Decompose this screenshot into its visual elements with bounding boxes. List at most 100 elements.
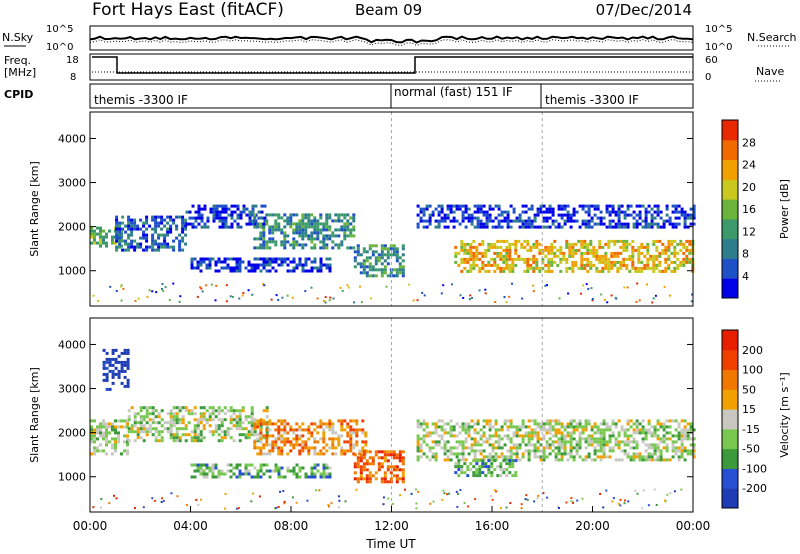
heat-cell-6: [605, 207, 609, 211]
heat-cell-3: [277, 466, 281, 470]
heat-cell-5: [509, 455, 513, 459]
heat-cell-6: [632, 210, 636, 214]
speckle: [369, 297, 372, 300]
heat-cell-1: [202, 424, 206, 428]
heat-cell-5: [386, 274, 390, 278]
heat-cell-4: [196, 260, 200, 264]
speckle: [546, 496, 549, 499]
heat-cell-2: [197, 213, 201, 217]
heat-cell-4: [374, 453, 378, 457]
heat-cell-2: [316, 431, 320, 435]
speckle: [283, 502, 286, 505]
heat-cell-3: [271, 240, 275, 244]
heat-cell-7: [496, 245, 500, 249]
heat-cell-5: [689, 437, 693, 441]
heat-cell-7: [463, 251, 467, 255]
heat-cell-5: [518, 428, 522, 432]
heat-cell-6: [674, 207, 678, 211]
heat-cell-5: [644, 437, 648, 441]
heat-cell-3: [292, 237, 296, 241]
heat-cell-3: [298, 219, 302, 223]
heat-cell-2: [221, 219, 225, 223]
heat-cell-3: [310, 213, 314, 217]
heat-cell-0: [117, 431, 120, 435]
speckle: [669, 492, 672, 495]
heat-cell-3: [292, 240, 296, 244]
heat-cell-5: [533, 446, 537, 450]
heat-cell-7: [571, 245, 575, 249]
heat-cell-5: [638, 458, 642, 462]
heat-cell-6: [454, 462, 458, 466]
nsearch-tick-top: 10^5: [705, 24, 732, 35]
heat-cell-1: [121, 239, 125, 243]
heat-cell-2: [346, 449, 350, 453]
heat-cell-7: [111, 381, 115, 385]
heat-cell-6: [665, 204, 669, 208]
heat-cell-1: [115, 221, 119, 225]
speckle: [605, 489, 608, 492]
heat-cell-3: [271, 228, 275, 232]
heat-cell-7: [114, 360, 118, 364]
heat-cell-5: [638, 455, 642, 459]
heat-cell-6: [614, 210, 618, 214]
heat-cell-7: [559, 269, 563, 273]
heat-cell-3: [259, 234, 263, 238]
heat-cell-7: [580, 239, 584, 243]
heat-cell-1: [139, 430, 143, 434]
heat-cell-6: [650, 207, 654, 211]
heat-cell-5: [662, 422, 666, 426]
heat-cell-2: [322, 431, 326, 435]
heat-cell-7: [643, 263, 647, 267]
heat-cell-1: [250, 412, 254, 416]
heat-cell-2: [319, 437, 323, 441]
heat-cell-5: [554, 452, 558, 456]
heat-cell-3: [313, 219, 317, 223]
heat-cell-3: [313, 231, 317, 235]
heat-cell-5: [584, 425, 588, 429]
heat-cell-1: [115, 224, 119, 228]
heat-cell-2: [334, 452, 338, 456]
heat-cell-3: [196, 469, 200, 473]
heat-cell-1: [115, 248, 119, 252]
heat-cell-3: [280, 216, 284, 220]
heat-cell-7: [517, 257, 521, 261]
speckle: [508, 295, 511, 298]
heat-cell-0: [108, 440, 111, 444]
heat-cell-2: [227, 213, 231, 217]
heat-cell-4: [301, 266, 305, 270]
heat-cell-7: [117, 375, 121, 379]
heat-cell-5: [473, 452, 477, 456]
heat-cell-3: [265, 463, 269, 467]
heat-cell-1: [193, 436, 197, 440]
heat-cell-0: [111, 235, 114, 239]
heat-cell-6: [460, 465, 464, 469]
heat-cell-5: [641, 440, 645, 444]
heat-cell-2: [298, 449, 302, 453]
heat-cell-5: [449, 446, 453, 450]
heat-cell-3: [319, 231, 323, 235]
heat-cell-3: [277, 225, 281, 229]
heat-cell-6: [434, 207, 438, 211]
heat-cell-1: [208, 406, 212, 410]
heat-cell-0: [99, 244, 102, 248]
heat-cell-7: [541, 266, 545, 270]
heat-cell-2: [313, 428, 317, 432]
heat-cell-1: [157, 224, 161, 228]
heat-cell-5: [587, 419, 591, 423]
heat-cell-7: [592, 245, 596, 249]
heat-cell-7: [601, 257, 605, 261]
heat-cell-7: [568, 266, 572, 270]
heat-cell-7: [592, 254, 596, 258]
heat-cell-5: [395, 271, 399, 275]
heat-cell-5: [683, 425, 687, 429]
heat-cell-6: [440, 210, 444, 214]
heat-cell-6: [455, 207, 459, 211]
heat-cell-1: [127, 439, 131, 443]
heat-cell-5: [455, 446, 459, 450]
heat-cell-5: [398, 256, 402, 260]
heat-cell-7: [658, 269, 662, 273]
heat-cell-5: [356, 250, 360, 254]
heat-cell-7: [685, 245, 689, 249]
heat-cell-3: [325, 463, 329, 467]
heat-cell-5: [668, 458, 672, 462]
